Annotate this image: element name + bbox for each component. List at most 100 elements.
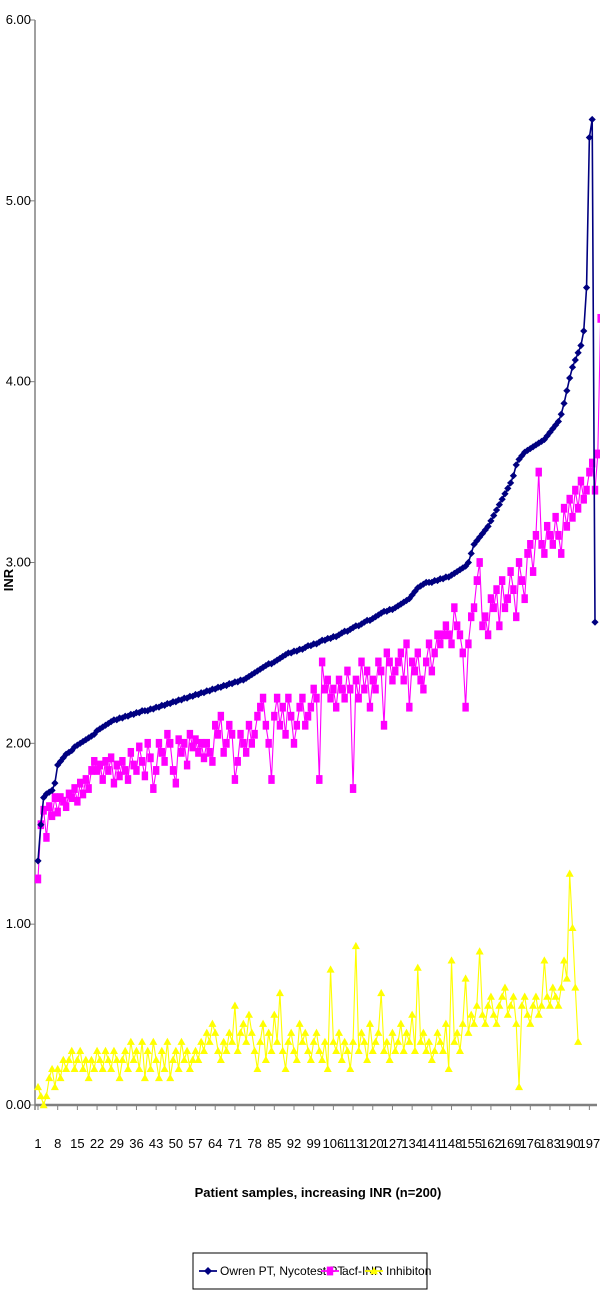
data-point: [195, 747, 202, 757]
data-point: [549, 540, 557, 549]
data-point: [332, 633, 340, 641]
data-point: [416, 1037, 425, 1045]
data-point: [459, 648, 466, 658]
data-point: [54, 761, 62, 769]
data-point: [144, 738, 151, 748]
data-point: [327, 693, 334, 703]
data-point: [465, 639, 472, 649]
data-point: [349, 784, 357, 793]
data-point: [222, 1046, 231, 1054]
data-point: [458, 1019, 467, 1027]
data-point: [56, 757, 65, 766]
data-point: [101, 721, 110, 729]
data-point: [254, 711, 261, 721]
x-tick-label: 57: [188, 1136, 202, 1151]
data-point: [188, 1055, 197, 1063]
y-tick-label: 4.00: [6, 374, 31, 389]
x-tick-label: 15: [70, 1136, 84, 1151]
data-point: [467, 1010, 476, 1018]
data-point: [532, 530, 540, 540]
legend-swatch-marker: [204, 1267, 212, 1275]
data-point: [518, 576, 526, 585]
data-point: [535, 467, 542, 477]
data-point: [48, 786, 56, 794]
data-point: [406, 702, 413, 712]
data-point: [321, 636, 329, 644]
data-point: [74, 796, 81, 806]
data-point: [461, 562, 470, 570]
data-point: [113, 760, 120, 770]
y-tick-label: 2.00: [6, 735, 31, 750]
data-point: [230, 1001, 239, 1009]
data-point: [490, 603, 497, 613]
data-point: [551, 992, 560, 1000]
data-point: [597, 313, 600, 323]
data-point: [338, 629, 346, 637]
data-point: [292, 1055, 301, 1063]
data-point: [239, 676, 247, 684]
data-point: [540, 956, 549, 964]
data-point: [208, 1019, 217, 1027]
data-point: [411, 666, 419, 676]
data-point: [493, 585, 500, 595]
data-point: [113, 716, 121, 724]
series-acf-inr: [34, 313, 600, 884]
data-point: [225, 1028, 234, 1036]
data-point: [447, 571, 456, 579]
data-point: [164, 729, 171, 739]
data-point: [385, 1055, 394, 1063]
data-point: [453, 1028, 462, 1036]
data-point: [484, 522, 492, 530]
data-point: [571, 983, 580, 991]
data-point: [577, 476, 585, 486]
data-point: [262, 661, 270, 670]
data-point: [343, 1046, 352, 1054]
series-line-acf-inr: [37, 322, 600, 879]
data-point: [219, 1037, 228, 1045]
data-point: [293, 720, 301, 730]
data-point: [468, 612, 475, 622]
data-point: [234, 757, 241, 766]
data-point: [476, 558, 483, 567]
data-point: [357, 620, 366, 628]
data-point: [534, 1010, 543, 1018]
data-point: [178, 747, 185, 757]
data-point: [99, 723, 107, 731]
data-point: [34, 1082, 42, 1091]
data-point: [478, 1010, 487, 1018]
data-point: [565, 869, 574, 877]
data-point: [236, 1028, 245, 1036]
data-point: [247, 1028, 256, 1036]
data-point: [209, 757, 216, 766]
data-point: [369, 614, 377, 623]
data-point: [383, 648, 391, 658]
data-point: [206, 747, 213, 757]
data-point: [149, 1037, 158, 1045]
data-point: [306, 1055, 315, 1063]
data-point: [329, 1037, 338, 1045]
data-point: [343, 627, 352, 635]
data-point: [107, 1064, 116, 1073]
data-point: [192, 735, 199, 745]
data-point: [304, 1046, 313, 1054]
data-point: [96, 760, 104, 770]
x-tick-label: 50: [169, 1136, 183, 1151]
data-point: [321, 684, 329, 694]
data-point: [228, 1037, 237, 1045]
data-point: [48, 1064, 57, 1073]
data-point: [56, 1073, 65, 1082]
data-point: [354, 1046, 363, 1054]
data-point: [330, 684, 337, 694]
data-point: [394, 657, 402, 667]
data-point: [136, 742, 143, 752]
data-point: [275, 988, 284, 997]
data-point: [408, 591, 416, 599]
legend-box: [192, 1252, 428, 1290]
x-tick-label: 197: [579, 1136, 600, 1151]
data-point: [239, 1019, 248, 1027]
data-point: [557, 983, 566, 991]
data-point: [158, 747, 165, 757]
data-point: [199, 1046, 208, 1054]
data-point: [287, 711, 295, 721]
data-point: [503, 1010, 512, 1018]
